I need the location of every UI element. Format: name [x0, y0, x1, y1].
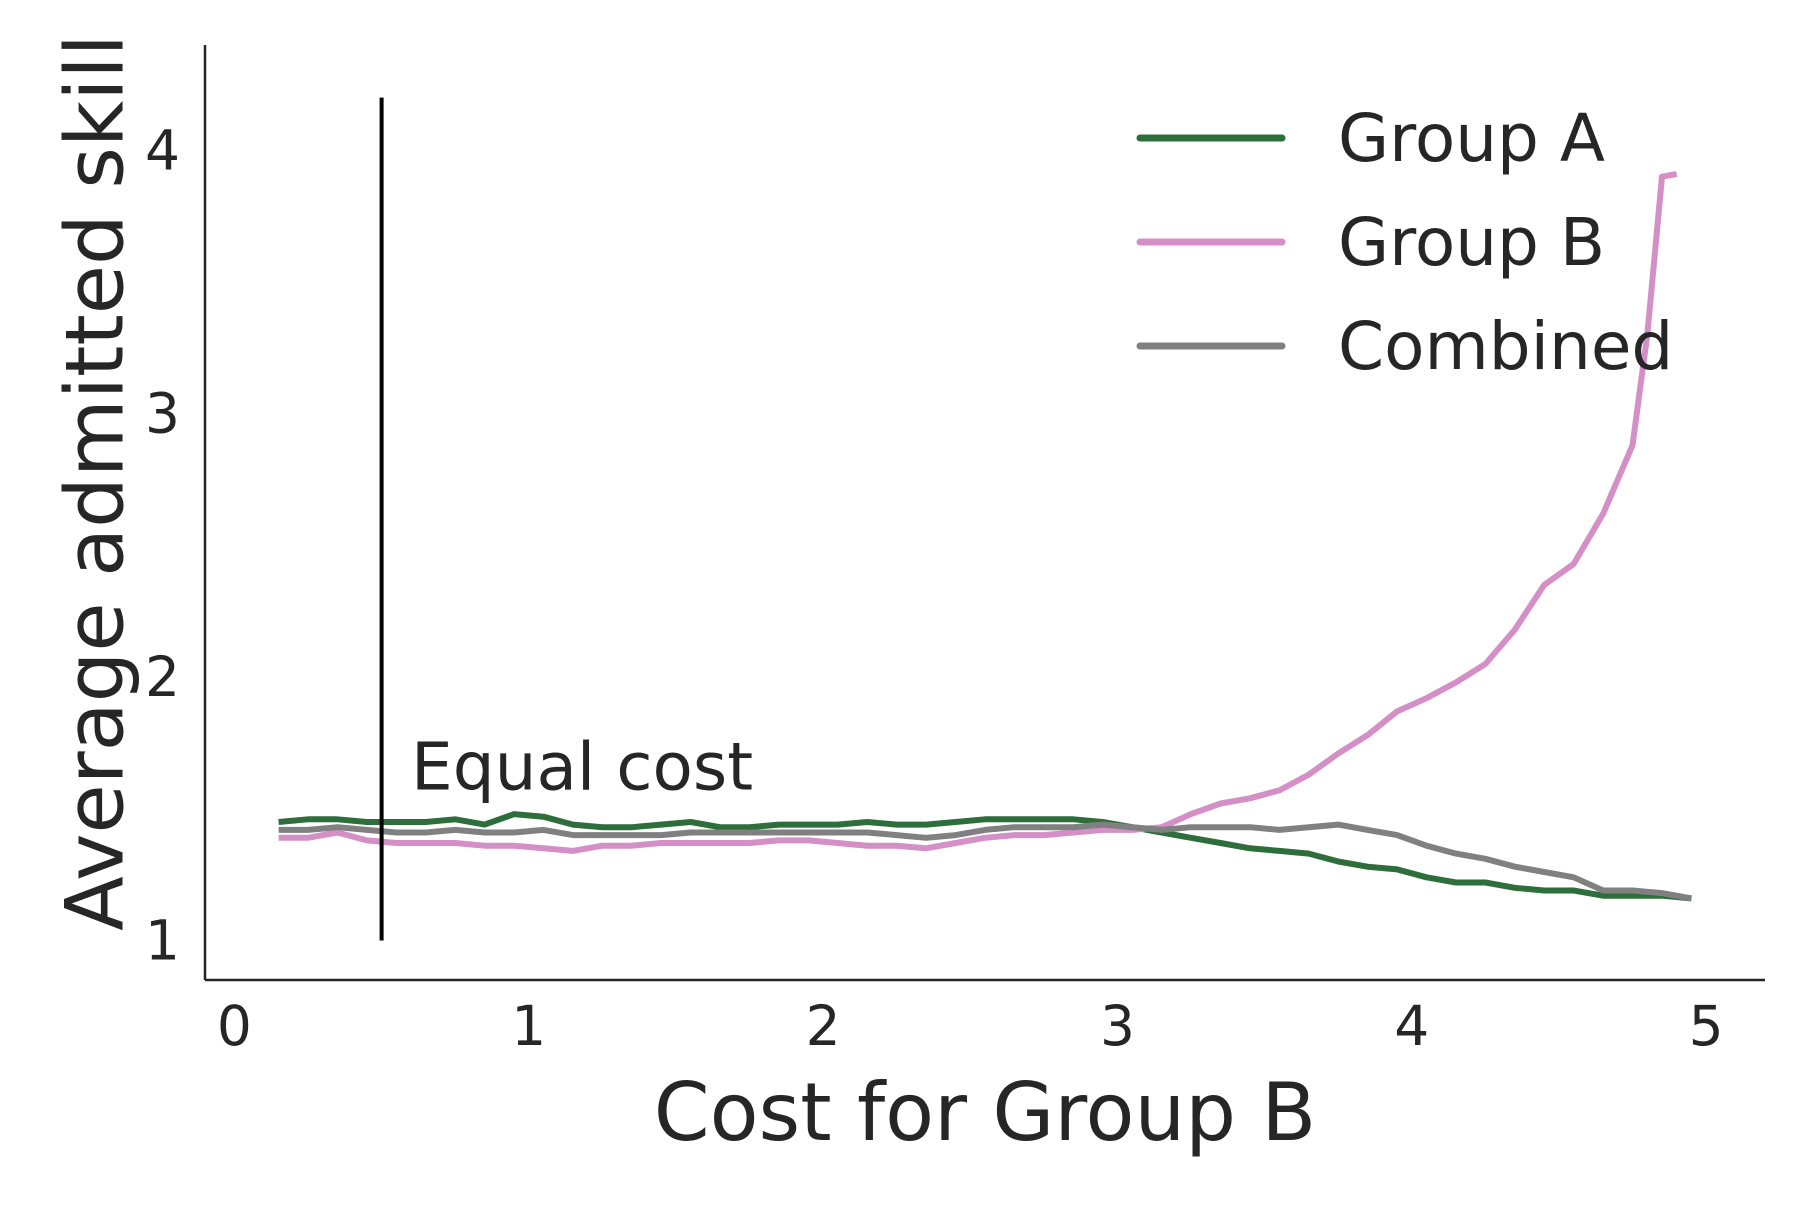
x-tick-label: 1 — [511, 994, 546, 1058]
y-tick-label: 4 — [145, 118, 180, 182]
y-tick-label: 2 — [145, 645, 180, 709]
series-line-group-b — [278, 171, 1678, 854]
y-tick-label: 1 — [145, 908, 180, 972]
annotation-layer: Equal cost — [411, 728, 753, 805]
series-line-group-a — [278, 811, 1692, 902]
x-tick-label: 4 — [1394, 994, 1429, 1058]
legend-label-combined: Combined — [1338, 308, 1673, 385]
y-tick-label: 3 — [145, 382, 180, 446]
x-axis-title: Cost for Group B — [654, 1066, 1317, 1159]
series-line-combined — [278, 821, 1692, 902]
x-tick-label: 0 — [217, 994, 252, 1058]
x-tick-labels: 0 1 2 3 4 5 — [217, 994, 1724, 1058]
legend: Group A Group B Combined — [1136, 100, 1673, 385]
y-tick-labels: 1 2 3 4 — [145, 118, 180, 972]
legend-label-group-b: Group B — [1338, 204, 1605, 281]
plot-lines — [278, 171, 1692, 902]
y-axis-title: Average admitted skill — [49, 34, 142, 931]
x-tick-label: 2 — [806, 994, 841, 1058]
annotation-label: Equal cost — [411, 728, 753, 805]
x-tick-label: 3 — [1100, 994, 1135, 1058]
x-tick-label: 5 — [1689, 994, 1724, 1058]
legend-label-group-a: Group A — [1338, 100, 1605, 177]
